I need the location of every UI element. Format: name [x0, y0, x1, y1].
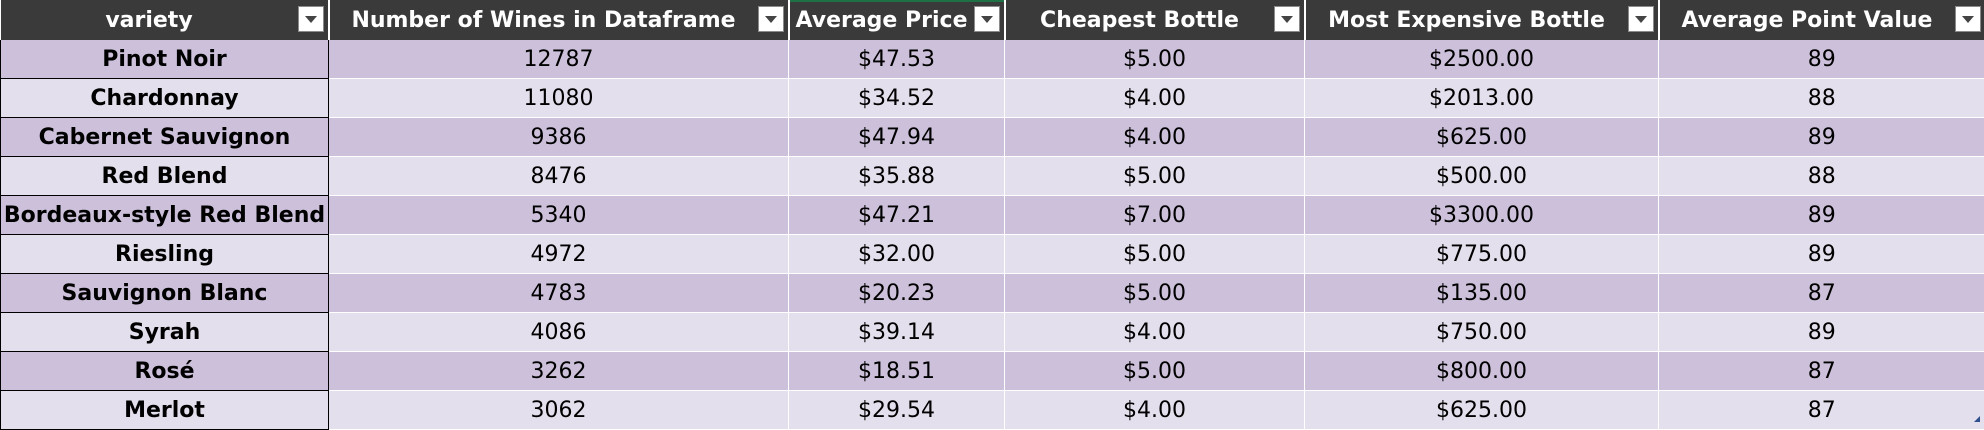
- filter-dropdown-icon[interactable]: [298, 6, 324, 32]
- average-price-cell[interactable]: $32.00: [789, 235, 1005, 274]
- filter-dropdown-icon[interactable]: [1628, 6, 1654, 32]
- table-row: Sauvignon Blanc 4783 $20.23 $5.00 $135.0…: [1, 274, 1984, 313]
- most-expensive-bottle-cell[interactable]: $3300.00: [1305, 196, 1659, 235]
- wine-count-cell[interactable]: 4783: [329, 274, 789, 313]
- cheapest-bottle-cell[interactable]: $4.00: [1005, 313, 1305, 352]
- cheapest-bottle-cell[interactable]: $4.00: [1005, 79, 1305, 118]
- cheapest-bottle-cell[interactable]: $5.00: [1005, 352, 1305, 391]
- variety-cell[interactable]: Merlot: [1, 391, 329, 430]
- variety-cell[interactable]: Sauvignon Blanc: [1, 274, 329, 313]
- wine-count-cell[interactable]: 3262: [329, 352, 789, 391]
- table-row: Pinot Noir 12787 $47.53 $5.00 $2500.00 8…: [1, 40, 1984, 79]
- variety-cell[interactable]: Riesling: [1, 235, 329, 274]
- average-points-cell[interactable]: 87: [1659, 274, 1984, 313]
- average-price-cell[interactable]: $47.21: [789, 196, 1005, 235]
- table-header: variety Number of Wines in Dataframe Ave…: [1, 0, 1984, 40]
- cheapest-bottle-cell[interactable]: $5.00: [1005, 274, 1305, 313]
- average-price-cell[interactable]: $47.94: [789, 118, 1005, 157]
- header-variety[interactable]: variety: [1, 0, 329, 40]
- cheapest-bottle-cell[interactable]: $5.00: [1005, 235, 1305, 274]
- table-row: Bordeaux-style Red Blend 5340 $47.21 $7.…: [1, 196, 1984, 235]
- wine-count-cell[interactable]: 5340: [329, 196, 789, 235]
- table-row: Chardonnay 11080 $34.52 $4.00 $2013.00 8…: [1, 79, 1984, 118]
- average-price-cell[interactable]: $35.88: [789, 157, 1005, 196]
- table-row: Red Blend 8476 $35.88 $5.00 $500.00 88: [1, 157, 1984, 196]
- cheapest-bottle-cell[interactable]: $7.00: [1005, 196, 1305, 235]
- most-expensive-bottle-cell[interactable]: $135.00: [1305, 274, 1659, 313]
- variety-cell[interactable]: Chardonnay: [1, 79, 329, 118]
- table-resize-handle-icon[interactable]: [1974, 416, 1980, 422]
- variety-cell[interactable]: Syrah: [1, 313, 329, 352]
- wine-count-cell[interactable]: 11080: [329, 79, 789, 118]
- cheapest-bottle-cell[interactable]: $5.00: [1005, 40, 1305, 79]
- header-label: Cheapest Bottle: [1040, 8, 1269, 33]
- average-points-cell[interactable]: 87: [1659, 352, 1984, 391]
- header-label: Average Price: [795, 8, 997, 33]
- table-row: Riesling 4972 $32.00 $5.00 $775.00 89: [1, 235, 1984, 274]
- variety-cell[interactable]: Rosé: [1, 352, 329, 391]
- table-row: Cabernet Sauvignon 9386 $47.94 $4.00 $62…: [1, 118, 1984, 157]
- header-label: variety: [105, 8, 222, 33]
- average-points-cell[interactable]: 89: [1659, 118, 1984, 157]
- most-expensive-bottle-cell[interactable]: $625.00: [1305, 118, 1659, 157]
- most-expensive-bottle-cell[interactable]: $2013.00: [1305, 79, 1659, 118]
- wine-count-cell[interactable]: 12787: [329, 40, 789, 79]
- average-points-cell[interactable]: 89: [1659, 235, 1984, 274]
- filter-dropdown-icon[interactable]: [758, 6, 784, 32]
- most-expensive-bottle-cell[interactable]: $750.00: [1305, 313, 1659, 352]
- variety-cell[interactable]: Red Blend: [1, 157, 329, 196]
- wine-count-cell[interactable]: 4086: [329, 313, 789, 352]
- header-number-of-wines[interactable]: Number of Wines in Dataframe: [329, 0, 789, 40]
- average-price-cell[interactable]: $29.54: [789, 391, 1005, 430]
- average-points-cell[interactable]: 87: [1659, 391, 1984, 430]
- cheapest-bottle-cell[interactable]: $4.00: [1005, 118, 1305, 157]
- average-price-cell[interactable]: $18.51: [789, 352, 1005, 391]
- header-label: Number of Wines in Dataframe: [351, 8, 765, 33]
- wine-count-cell[interactable]: 3062: [329, 391, 789, 430]
- average-points-cell[interactable]: 89: [1659, 313, 1984, 352]
- header-label: Average Point Value: [1682, 8, 1963, 33]
- table-body: Pinot Noir 12787 $47.53 $5.00 $2500.00 8…: [1, 40, 1984, 430]
- header-most-expensive-bottle[interactable]: Most Expensive Bottle: [1305, 0, 1659, 40]
- average-points-cell[interactable]: 89: [1659, 196, 1984, 235]
- header-average-price[interactable]: Average Price: [789, 0, 1005, 40]
- variety-cell[interactable]: Cabernet Sauvignon: [1, 118, 329, 157]
- average-points-cell[interactable]: 88: [1659, 79, 1984, 118]
- filter-dropdown-icon[interactable]: [1274, 6, 1300, 32]
- wine-count-cell[interactable]: 4972: [329, 235, 789, 274]
- variety-cell[interactable]: Bordeaux-style Red Blend: [1, 196, 329, 235]
- filter-dropdown-icon[interactable]: [974, 6, 1000, 32]
- filter-dropdown-icon[interactable]: [1955, 6, 1981, 32]
- average-price-cell[interactable]: $39.14: [789, 313, 1005, 352]
- header-row: variety Number of Wines in Dataframe Ave…: [1, 0, 1984, 40]
- most-expensive-bottle-cell[interactable]: $625.00: [1305, 391, 1659, 430]
- cheapest-bottle-cell[interactable]: $5.00: [1005, 157, 1305, 196]
- wine-count-cell[interactable]: 9386: [329, 118, 789, 157]
- header-cheapest-bottle[interactable]: Cheapest Bottle: [1005, 0, 1305, 40]
- most-expensive-bottle-cell[interactable]: $2500.00: [1305, 40, 1659, 79]
- average-price-cell[interactable]: $20.23: [789, 274, 1005, 313]
- average-price-cell[interactable]: $47.53: [789, 40, 1005, 79]
- variety-cell[interactable]: Pinot Noir: [1, 40, 329, 79]
- most-expensive-bottle-cell[interactable]: $775.00: [1305, 235, 1659, 274]
- average-price-cell[interactable]: $34.52: [789, 79, 1005, 118]
- header-label: Most Expensive Bottle: [1328, 8, 1635, 33]
- wine-count-cell[interactable]: 8476: [329, 157, 789, 196]
- average-points-cell[interactable]: 89: [1659, 40, 1984, 79]
- average-points-cell[interactable]: 88: [1659, 157, 1984, 196]
- table-row: Merlot 3062 $29.54 $4.00 $625.00 87: [1, 391, 1984, 430]
- header-average-point-value[interactable]: Average Point Value: [1659, 0, 1984, 40]
- most-expensive-bottle-cell[interactable]: $800.00: [1305, 352, 1659, 391]
- table-row: Rosé 3262 $18.51 $5.00 $800.00 87: [1, 352, 1984, 391]
- cheapest-bottle-cell[interactable]: $4.00: [1005, 391, 1305, 430]
- most-expensive-bottle-cell[interactable]: $500.00: [1305, 157, 1659, 196]
- table-row: Syrah 4086 $39.14 $4.00 $750.00 89: [1, 313, 1984, 352]
